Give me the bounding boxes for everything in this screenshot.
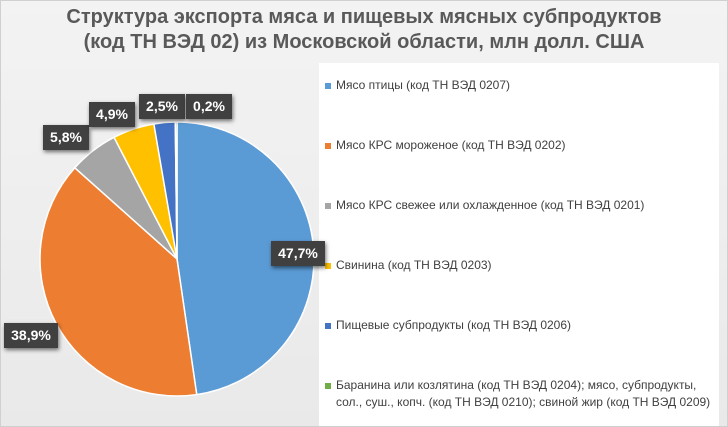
data-label-offal: 2,5% xyxy=(139,94,185,119)
legend-swatch-frozen-beef xyxy=(325,143,331,149)
chart-title: Структура экспорта мяса и пищевых мясных… xyxy=(1,5,727,55)
legend-item-pork: Свинина (код ТН ВЭД 0203) xyxy=(319,257,711,274)
legend-swatch-lamb-other xyxy=(325,383,331,389)
data-label-lamb-other: 0,2% xyxy=(186,94,232,119)
legend-label-fresh-beef: Мясо КРС свежее или охлажденное (код ТН … xyxy=(336,198,645,212)
data-label-frozen-beef: 38,9% xyxy=(4,323,58,348)
legend-item-offal: Пищевые субпродукты (код ТН ВЭД 0206) xyxy=(319,317,711,334)
legend-label-lamb-other: Баранина или козлятина (код ТН ВЭД 0204)… xyxy=(336,378,711,409)
legend-item-frozen-beef: Мясо КРС мороженое (код ТН ВЭД 0202) xyxy=(319,137,711,154)
chart-title-line-1: Структура экспорта мяса и пищевых мясных… xyxy=(66,6,662,28)
legend-label-frozen-beef: Мясо КРС мороженое (код ТН ВЭД 0202) xyxy=(336,138,566,152)
legend-swatch-fresh-beef xyxy=(325,203,331,209)
legend-item-fresh-beef: Мясо КРС свежее или охлажденное (код ТН … xyxy=(319,197,711,214)
legend-swatch-poultry xyxy=(325,83,331,89)
legend: Мясо птицы (код ТН ВЭД 0207) Мясо КРС мо… xyxy=(319,63,719,426)
data-label-fresh-beef: 5,8% xyxy=(43,125,89,150)
pie-slice-lamb-other xyxy=(174,121,178,260)
legend-swatch-offal xyxy=(325,323,331,329)
chart-title-line-2: (код ТН ВЭД 02) из Московской области, м… xyxy=(83,31,645,53)
legend-item-lamb-other: Баранина или козлятина (код ТН ВЭД 0204)… xyxy=(319,377,711,411)
legend-label-offal: Пищевые субпродукты (код ТН ВЭД 0206) xyxy=(336,318,572,332)
data-label-pork: 4,9% xyxy=(89,102,135,127)
legend-label-pork: Свинина (код ТН ВЭД 0203) xyxy=(336,258,492,272)
data-label-poultry: 47,7% xyxy=(271,241,325,266)
legend-swatch-pork xyxy=(325,263,331,269)
legend-label-poultry: Мясо птицы (код ТН ВЭД 0207) xyxy=(336,78,511,92)
legend-item-poultry: Мясо птицы (код ТН ВЭД 0207) xyxy=(319,77,711,94)
